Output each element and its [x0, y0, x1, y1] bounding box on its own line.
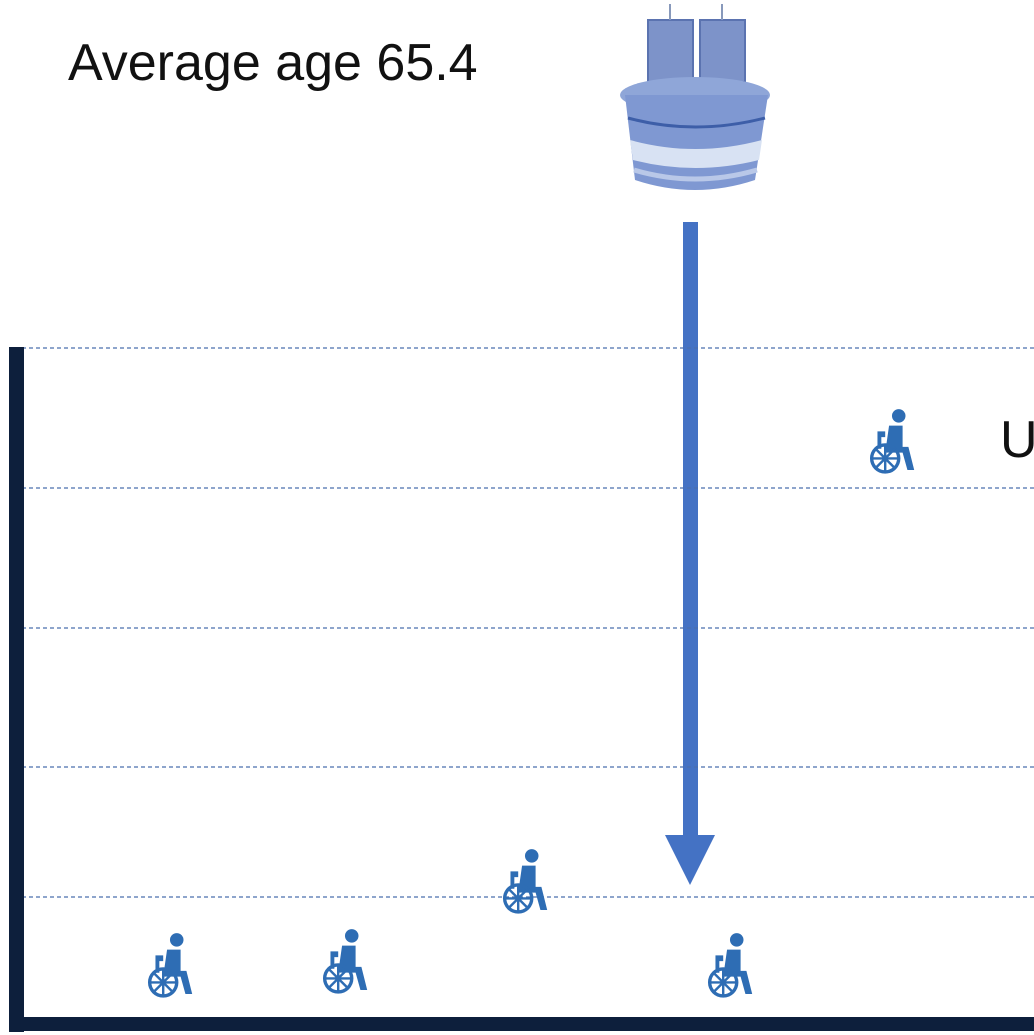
bottom-axis — [9, 1017, 1034, 1031]
left-axis — [9, 347, 24, 1032]
wheelchair-icon — [869, 408, 916, 474]
wheelchair-icon — [147, 932, 194, 998]
cake-image — [620, 4, 770, 190]
wheelchair-icon — [707, 932, 754, 998]
wheelchair-icon — [322, 928, 369, 994]
grid-lines — [22, 347, 1034, 898]
heading: Average age 65.4 — [68, 34, 478, 92]
arrow — [665, 222, 715, 885]
side-label: U — [1000, 411, 1034, 469]
wheelchair-icon — [502, 848, 549, 914]
